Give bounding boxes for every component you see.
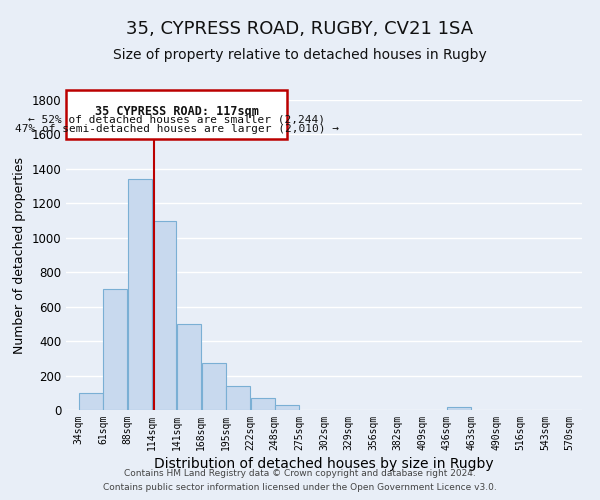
Bar [177,324,201,410]
Text: Contains public sector information licensed under the Open Government Licence v3: Contains public sector information licen… [103,484,497,492]
Bar [251,398,275,410]
Bar [275,405,299,410]
FancyBboxPatch shape [66,90,287,138]
Text: Size of property relative to detached houses in Rugby: Size of property relative to detached ho… [113,48,487,62]
Bar [128,179,152,410]
Text: ← 52% of detached houses are smaller (2,244): ← 52% of detached houses are smaller (2,… [28,114,325,124]
Text: Contains HM Land Registry data © Crown copyright and database right 2024.: Contains HM Land Registry data © Crown c… [124,468,476,477]
Bar [103,290,127,410]
Bar [202,362,226,410]
Bar [152,220,176,410]
X-axis label: Distribution of detached houses by size in Rugby: Distribution of detached houses by size … [154,457,494,471]
Bar [226,386,250,410]
Text: 35 CYPRESS ROAD: 117sqm: 35 CYPRESS ROAD: 117sqm [95,105,259,118]
Bar [447,406,471,410]
Text: 35, CYPRESS ROAD, RUGBY, CV21 1SA: 35, CYPRESS ROAD, RUGBY, CV21 1SA [127,20,473,38]
Text: 47% of semi-detached houses are larger (2,010) →: 47% of semi-detached houses are larger (… [14,124,338,134]
Bar [79,393,103,410]
Y-axis label: Number of detached properties: Number of detached properties [13,156,26,354]
